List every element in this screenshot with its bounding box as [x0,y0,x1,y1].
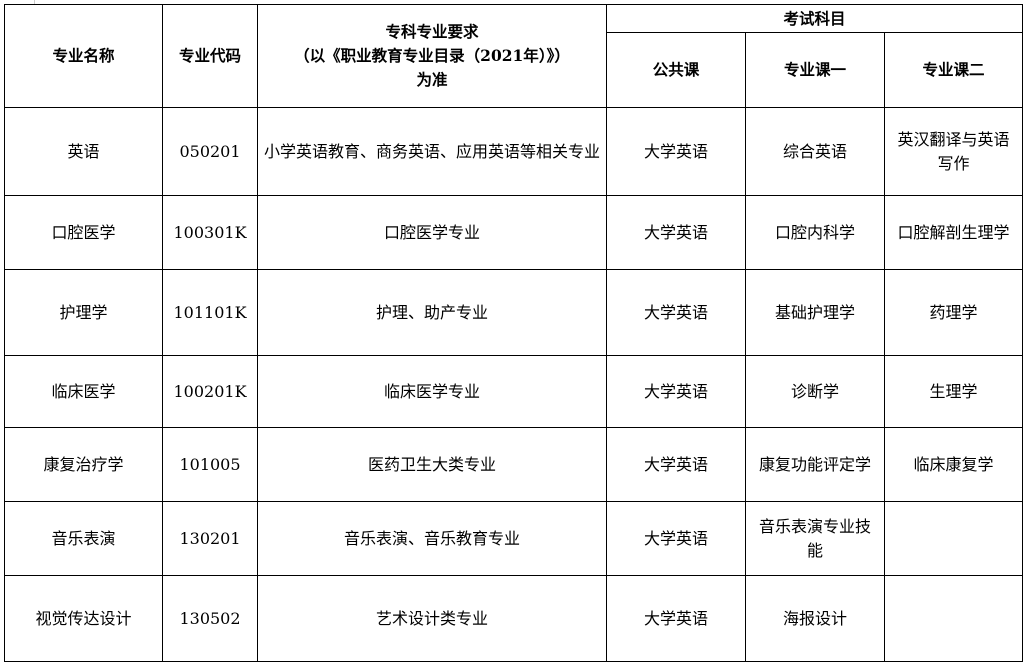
cell-major-code: 100301K [162,195,258,270]
cell-public-course: 大学英语 [606,501,746,576]
table-row: 口腔医学 100301K 口腔医学专业 大学英语 口腔内科学 口腔解剖生理学 [4,195,1023,270]
header-course-two: 专业课二 [884,32,1023,108]
cell-public-course: 大学英语 [606,355,746,428]
cell-requirement: 临床医学专业 [257,355,607,428]
cell-course-two: 临床康复学 [884,427,1023,502]
header-course-one: 专业课一 [745,32,885,108]
header-exam-subjects: 考试科目 [606,4,1023,33]
cell-public-course: 大学英语 [606,427,746,502]
header-requirement: 专科专业要求 （以《职业教育专业目录（2021年）》） 为准 [257,4,607,108]
cell-course-two: 生理学 [884,355,1023,428]
cell-course-one: 康复功能评定学 [745,427,885,502]
cell-major-name: 视觉传达设计 [4,575,163,662]
cell-course-one: 口腔内科学 [745,195,885,270]
cell-major-name: 音乐表演 [4,501,163,576]
table-row: 临床医学 100201K 临床医学专业 大学英语 诊断学 生理学 [4,355,1023,428]
cell-major-code: 050201 [162,107,258,196]
header-requirement-line2: （以《职业教育专业目录（2021年）》） [294,46,570,65]
cell-course-one: 基础护理学 [745,269,885,356]
cell-major-code: 101101K [162,269,258,356]
page-margin-mark [34,0,35,4]
cell-major-name: 康复治疗学 [4,427,163,502]
cell-public-course: 大学英语 [606,107,746,196]
cell-course-one: 音乐表演专业技能 [745,501,885,576]
cell-major-name: 临床医学 [4,355,163,428]
cell-major-name: 口腔医学 [4,195,163,270]
cell-requirement: 医药卫生大类专业 [257,427,607,502]
header-major-name: 专业名称 [4,4,163,108]
cell-requirement: 小学英语教育、商务英语、应用英语等相关专业 [257,107,607,196]
cell-course-one: 诊断学 [745,355,885,428]
cell-course-two [884,501,1023,576]
cell-major-code: 101005 [162,427,258,502]
header-requirement-line3: 为准 [416,70,448,89]
cell-public-course: 大学英语 [606,269,746,356]
cell-major-name: 英语 [4,107,163,196]
cell-major-code: 100201K [162,355,258,428]
cell-course-two [884,575,1023,662]
cell-major-code: 130502 [162,575,258,662]
cell-requirement: 护理、助产专业 [257,269,607,356]
cell-course-two: 英汉翻译与英语写作 [884,107,1023,196]
header-requirement-line1: 专科专业要求 [385,22,479,41]
cell-course-one: 海报设计 [745,575,885,662]
cell-public-course: 大学英语 [606,575,746,662]
header-public-course: 公共课 [606,32,746,108]
cell-requirement: 音乐表演、音乐教育专业 [257,501,607,576]
table-row: 护理学 101101K 护理、助产专业 大学英语 基础护理学 药理学 [4,269,1023,356]
cell-requirement: 艺术设计类专业 [257,575,607,662]
header-major-code: 专业代码 [162,4,258,108]
cell-course-two: 药理学 [884,269,1023,356]
cell-course-two: 口腔解剖生理学 [884,195,1023,270]
table-row: 视觉传达设计 130502 艺术设计类专业 大学英语 海报设计 [4,575,1023,662]
table-row: 音乐表演 130201 音乐表演、音乐教育专业 大学英语 音乐表演专业技能 [4,501,1023,576]
table-row: 康复治疗学 101005 医药卫生大类专业 大学英语 康复功能评定学 临床康复学 [4,427,1023,502]
cell-major-name: 护理学 [4,269,163,356]
cell-major-code: 130201 [162,501,258,576]
cell-public-course: 大学英语 [606,195,746,270]
cell-requirement: 口腔医学专业 [257,195,607,270]
admission-subjects-table: 专业名称 专业代码 专科专业要求 （以《职业教育专业目录（2021年）》） 为准… [4,4,1023,662]
cell-course-one: 综合英语 [745,107,885,196]
table-row: 英语 050201 小学英语教育、商务英语、应用英语等相关专业 大学英语 综合英语 英汉翻… [4,107,1023,196]
